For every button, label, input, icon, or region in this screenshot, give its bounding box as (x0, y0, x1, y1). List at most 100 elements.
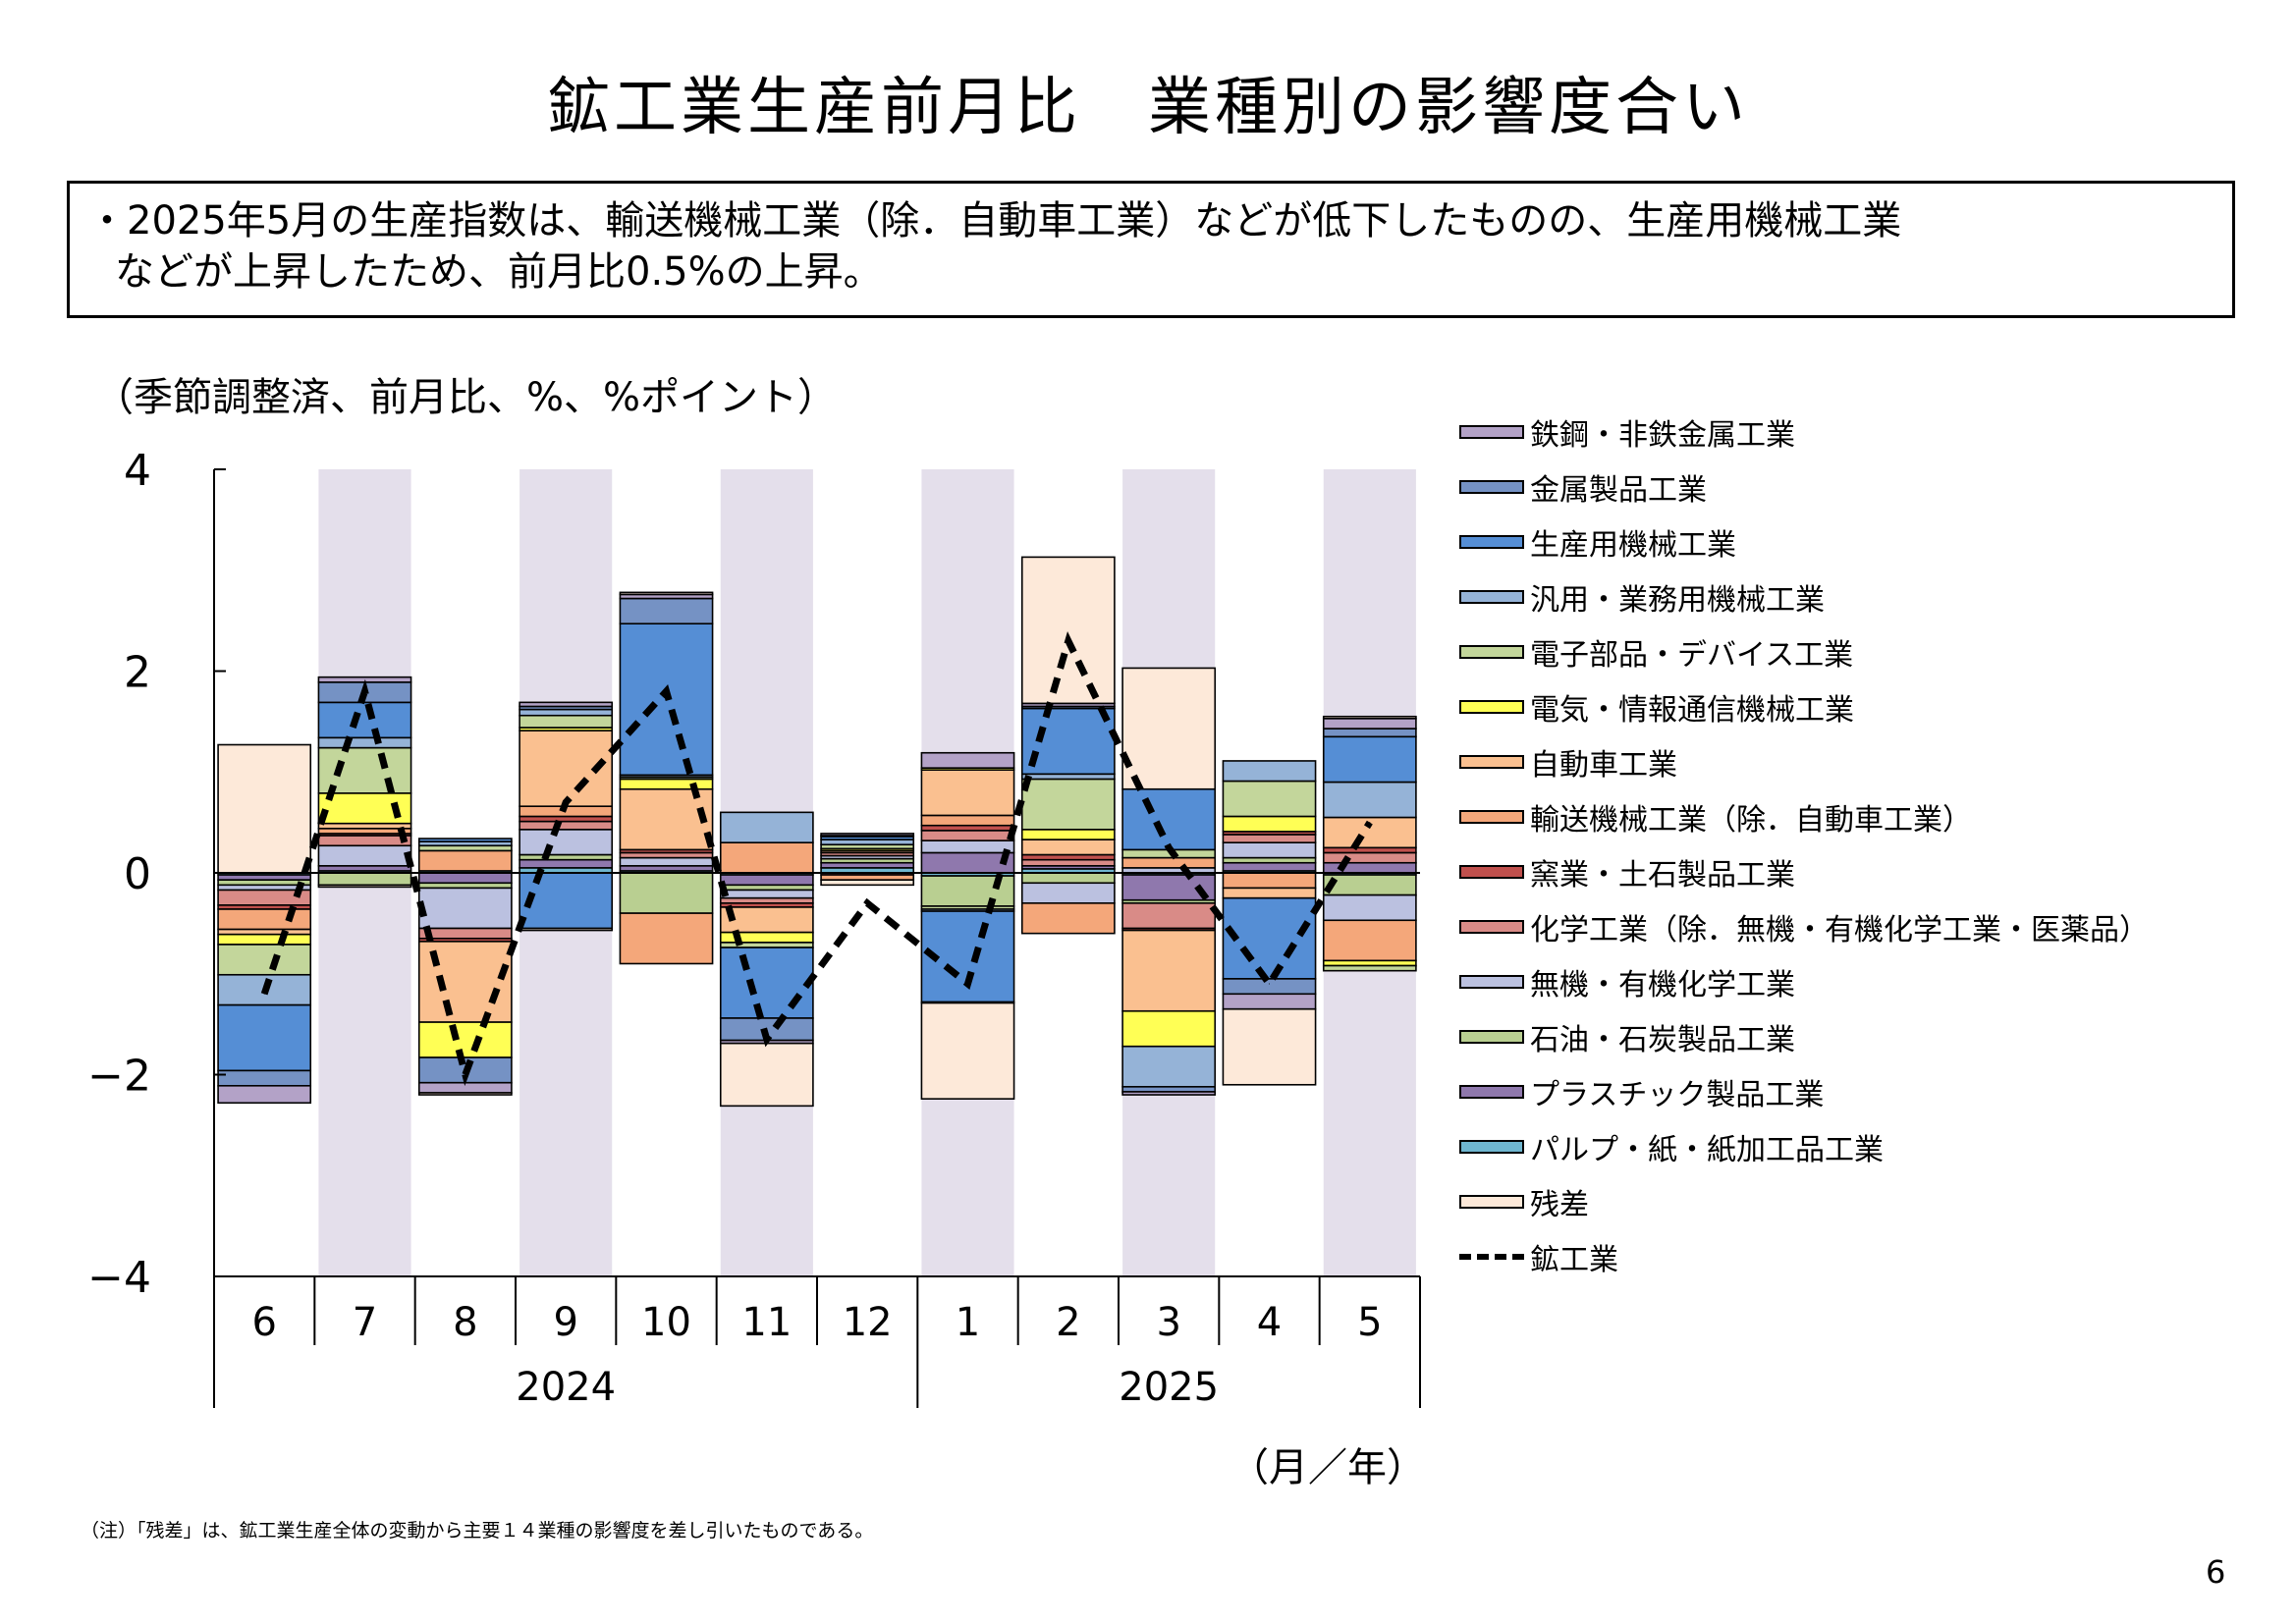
bar-segment-4-9 (1222, 780, 1317, 818)
legend-label: 残差 (1530, 1188, 1589, 1222)
bar-segment-4-6 (1222, 872, 1317, 890)
bar-segment-5-2 (1322, 874, 1417, 896)
legend-item: 窯業・土石製品工業 (1459, 844, 2149, 899)
bar-segment-2-7 (1020, 839, 1116, 856)
bar-segment-4-14 (1222, 1007, 1317, 1086)
legend-item: 化学工業（除．無機・有機化学工業・医薬品） (1459, 899, 2149, 954)
bar-segment-7-2 (317, 872, 412, 887)
x-axis-unit: （月／年） (1230, 1445, 1426, 1490)
bar-segment-4-4 (1222, 834, 1317, 843)
bar-segment-8-14 (417, 1092, 513, 1096)
bar-segment-4-7 (1222, 887, 1317, 899)
bar-segment-11-10 (719, 811, 814, 843)
bar-segment-8-6 (417, 849, 513, 872)
legend-item: 自動車工業 (1459, 734, 2149, 789)
bar-segment-2-3 (1020, 882, 1116, 904)
bar-segment-3-8 (1121, 1009, 1217, 1048)
bar-segment-8-11 (417, 838, 513, 842)
legend-label: 鉱工業 (1530, 1243, 1618, 1277)
legend-label: 窯業・土石製品工業 (1530, 858, 1795, 893)
bar-segment-7-10 (317, 736, 412, 749)
legend-label: 無機・有機化学工業 (1530, 968, 1795, 1002)
legend-swatch (1459, 975, 1524, 989)
x-tick-label-12: 12 (843, 1300, 893, 1345)
bar-segment-12-13 (820, 833, 915, 837)
x-tick-label-5: 5 (1357, 1300, 1382, 1345)
bar-segment-7-4 (317, 835, 412, 847)
bar-segment-7-14 (317, 884, 412, 889)
bar-segment-12-14 (820, 879, 915, 887)
x-tick-label-6: 6 (251, 1300, 276, 1345)
bar-segment-6-9 (217, 944, 312, 976)
legend-item: 金属製品工業 (1459, 460, 2149, 514)
bar-segment-8-3 (417, 887, 513, 930)
bar-segment-9-13 (519, 701, 614, 708)
line-point-6 (263, 993, 265, 995)
legend-label: 輸送機械工業（除．自動車工業） (1530, 803, 1972, 838)
line-point-5 (1369, 822, 1371, 824)
legend-label: 電子部品・デバイス工業 (1530, 638, 1854, 673)
year-label-2025: 2025 (1119, 1365, 1219, 1410)
bar-segment-1-4 (920, 830, 1015, 841)
x-tick-label-3: 3 (1156, 1300, 1180, 1345)
bar-segment-10-12 (619, 597, 714, 625)
line-series-kokogyo (260, 630, 1373, 1087)
bar-segment-2-14 (1020, 556, 1116, 705)
legend-label: パルプ・紙・紙加工品工業 (1530, 1133, 1884, 1167)
legend-swatch (1459, 700, 1524, 714)
bar-segment-8-4 (417, 927, 513, 940)
bar-segment-1-6 (920, 814, 1015, 827)
bar-segment-5-12 (1322, 728, 1417, 738)
legend-swatch (1459, 865, 1524, 879)
x-tick-label-8: 8 (453, 1300, 477, 1345)
legend-item: 無機・有機化学工業 (1459, 954, 2149, 1009)
bar-segment-6-13 (217, 1085, 312, 1105)
bar-segment-5-4 (1322, 851, 1417, 864)
line-point-4 (1269, 983, 1270, 985)
bar-segment-3-14 (1121, 667, 1217, 790)
unit-label: （季節調整済、前月比、%、%ポイント） (94, 375, 838, 420)
summary-box: ・2025年5月の生産指数は、輸送機械工業（除．自動車工業）などが低下したものの… (67, 181, 2235, 318)
legend-label: 生産用機械工業 (1530, 528, 1736, 563)
bar-segment-4-12 (1222, 978, 1317, 996)
bar-segment-11-3 (719, 889, 814, 899)
legend-swatch (1459, 645, 1524, 659)
legend-label: 汎用・業務用機械工業 (1530, 583, 1825, 618)
legend-item: 残差 (1459, 1174, 2149, 1229)
bar-segment-10-6 (619, 912, 714, 965)
x-tick-label-7: 7 (353, 1300, 377, 1345)
legend-swatch (1459, 590, 1524, 604)
x-tick-label-10: 10 (641, 1300, 691, 1345)
legend-swatch (1459, 535, 1524, 549)
legend-label: 鉄鋼・非鉄金属工業 (1530, 418, 1795, 453)
legend-label: 金属製品工業 (1530, 473, 1707, 508)
bar-segment-10-11 (619, 623, 714, 777)
line-point-3 (1168, 846, 1170, 848)
bar-segment-2-2 (1020, 872, 1116, 885)
legend-item: 電子部品・デバイス工業 (1459, 624, 2149, 679)
legend-item: 鉱工業 (1459, 1229, 2149, 1284)
x-tick-label-1: 1 (956, 1300, 980, 1345)
bar-segment-11-11 (719, 947, 814, 1019)
line-point-1 (967, 983, 968, 985)
legend-swatch (1459, 425, 1524, 439)
legend-label: 化学工業（除．無機・有機化学工業・医薬品） (1530, 913, 2149, 947)
x-tick-label-9: 9 (553, 1300, 577, 1345)
bar-segment-5-11 (1322, 735, 1417, 784)
legend-label: プラスチック製品工業 (1530, 1078, 1825, 1112)
bar-segment-5-7 (1322, 816, 1417, 849)
summary-line-2: などが上昇したため、前月比0.5%の上昇。 (115, 249, 883, 295)
bar-segment-1-14 (920, 1001, 1015, 1100)
bar-segment-7-3 (317, 844, 412, 867)
bar-segment-3-13 (1121, 1091, 1217, 1096)
bar-segment-5-13 (1322, 717, 1417, 730)
bar-segment-5-9 (1322, 964, 1417, 972)
bar-segment-11-1 (719, 874, 814, 887)
bar-segment-6-8 (217, 933, 312, 946)
y-tick-label: 0 (124, 849, 151, 899)
y-tick-label: −2 (87, 1052, 151, 1102)
bar-segment-4-3 (1222, 841, 1317, 859)
legend-swatch (1459, 810, 1524, 824)
legend-item: 鉄鋼・非鉄金属工業 (1459, 405, 2149, 460)
